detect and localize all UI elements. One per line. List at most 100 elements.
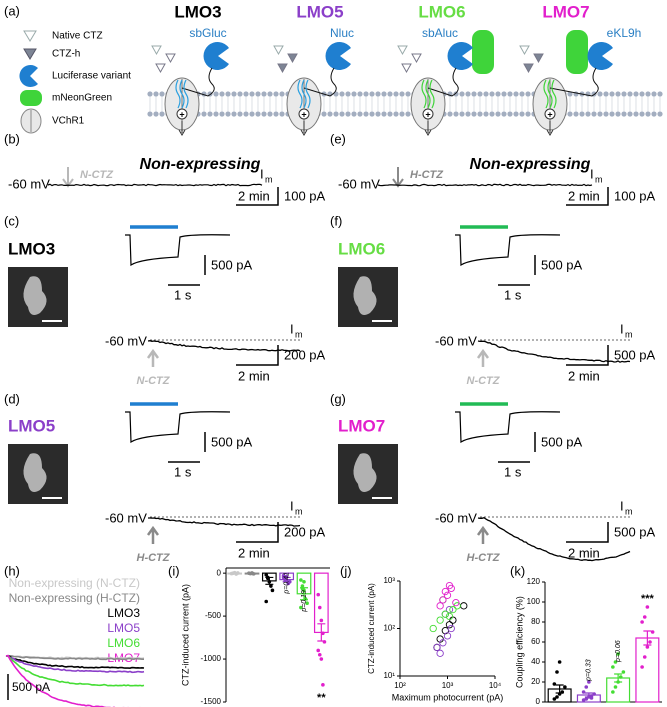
emission [305, 79, 311, 109]
data-point [560, 690, 565, 694]
data-point [443, 591, 452, 599]
current: I [590, 166, 594, 181]
inset-time: 1 s [504, 287, 522, 302]
lipid [399, 91, 405, 97]
data-point [449, 605, 457, 614]
emission [183, 79, 189, 109]
panel-label: (d) [4, 391, 20, 406]
recording-title: Non-expressing [140, 156, 261, 173]
scale-bar [236, 345, 279, 366]
substrate [523, 63, 534, 74]
data-point [447, 624, 455, 633]
data-point [555, 670, 559, 674]
lipid [567, 91, 573, 97]
lipid [495, 111, 501, 117]
lipid [279, 111, 285, 117]
lipid [153, 91, 159, 97]
lipid [249, 91, 255, 97]
trace [47, 183, 263, 187]
data-point [555, 695, 559, 699]
cell [23, 453, 47, 492]
lipid [495, 91, 501, 97]
holding: -60 mV [338, 176, 380, 191]
data-point [300, 584, 305, 588]
pore-sign: + [547, 109, 552, 119]
arrow [546, 121, 554, 136]
lipid [489, 91, 495, 97]
scale-label: 500 pA [12, 680, 50, 694]
data-point [452, 599, 460, 607]
scale-time: 2 min [238, 545, 270, 560]
lipid [387, 91, 393, 97]
linker [303, 67, 337, 97]
inset-current: 500 pA [211, 257, 253, 272]
bar-chart: 0 -500 -1000 -1500 CTZ-induced current (pA) p… [180, 567, 330, 706]
scale-current: 200 pA [284, 524, 326, 539]
cell [353, 276, 377, 315]
data-point [445, 612, 454, 621]
data-point [264, 599, 269, 604]
y-tick-label: 60 [531, 637, 540, 646]
trace [147, 340, 301, 352]
legend-label: LMO3 [107, 606, 140, 620]
icon [19, 65, 38, 88]
scale-bar [566, 345, 609, 366]
data-point [592, 692, 596, 696]
substrate-arrow [146, 348, 160, 367]
lipid [651, 111, 657, 117]
lipid [375, 111, 381, 117]
scale-bar [236, 187, 279, 206]
construct-label: LMO6 [338, 239, 385, 258]
panel-label: (h) [4, 563, 20, 578]
substrate-arrow [392, 167, 404, 188]
lipid [399, 111, 405, 117]
lipid [621, 91, 627, 97]
data-point [269, 584, 273, 588]
lipid [357, 91, 363, 97]
y-axis-label: CTZ-induced current (pA) [367, 583, 376, 674]
lipid [453, 91, 459, 97]
data-point [587, 680, 591, 684]
data-point [319, 618, 324, 623]
data-point [441, 610, 449, 618]
substrate [165, 53, 176, 64]
lipid [513, 111, 519, 117]
lipid [219, 91, 225, 97]
lipid [597, 111, 603, 117]
lipid [345, 111, 351, 117]
lipid [501, 91, 507, 97]
scale-time: 2 min [238, 368, 270, 383]
lipid [345, 91, 351, 97]
lipid [387, 111, 393, 117]
data-point [642, 615, 647, 619]
data-point [616, 680, 620, 684]
current-sub: m [625, 329, 633, 339]
lipid [603, 91, 609, 97]
y-tick-label: -1000 [201, 654, 222, 663]
data-point [316, 592, 321, 597]
lipid [159, 91, 165, 97]
data-point [303, 597, 308, 601]
scale-current: 500 pA [614, 524, 656, 539]
emission [429, 79, 435, 109]
scale-current: 100 pA [614, 188, 656, 203]
substrate [155, 63, 166, 74]
legend-label: LMO6 [107, 636, 140, 650]
pore [544, 108, 556, 120]
emission [547, 79, 553, 109]
data-point [445, 581, 454, 590]
recording: LMO6 500 pA 1 s -60 mV I m 500 pA 2 min N-CTZ [338, 225, 656, 387]
substrate-arrow [476, 348, 490, 367]
lipid [369, 91, 375, 97]
lipid [453, 111, 459, 117]
trace [477, 340, 631, 363]
lipid [465, 91, 471, 97]
substrate [151, 45, 162, 56]
lipid [633, 111, 639, 117]
emission [301, 79, 307, 109]
data-point [648, 640, 652, 644]
lipid [225, 91, 231, 97]
panel-label: (f) [330, 213, 342, 228]
data-point [321, 683, 325, 687]
lipid [609, 111, 615, 117]
